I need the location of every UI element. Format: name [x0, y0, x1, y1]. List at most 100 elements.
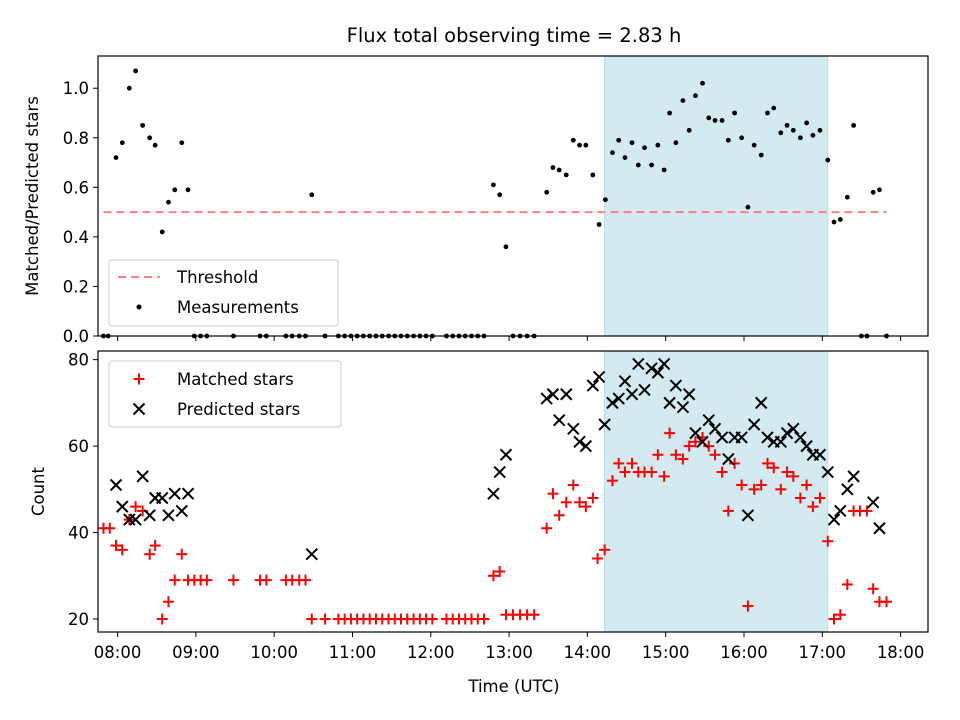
- matched-stars-point: [709, 449, 721, 461]
- measurement-point: [719, 118, 725, 123]
- matched-stars-point: [619, 466, 631, 478]
- bottom-x-ticks: 08:00 09:00 10:00 11:00 12:00 13:00 14:00 15:00…: [94, 632, 924, 662]
- predicted-stars-point: [156, 491, 169, 505]
- x-tick-label: 11:00: [329, 643, 377, 662]
- measurement-point: [778, 130, 784, 136]
- x-marker-b: [156, 491, 169, 505]
- x-marker-b: [598, 418, 611, 431]
- x-marker-b: [143, 509, 156, 522]
- top-legend-box: [108, 259, 339, 327]
- x-marker-b: [540, 392, 553, 405]
- matched-stars-point: [748, 483, 760, 495]
- y-tick-label: 0.6: [63, 178, 89, 197]
- predicted-stars-point: [657, 357, 671, 371]
- matched-stars-point: [814, 492, 826, 504]
- measurement-point: [159, 229, 165, 235]
- predicted-stars-point: [175, 504, 188, 518]
- x-marker-b: [579, 439, 593, 453]
- measurement-point: [680, 98, 686, 104]
- matched-stars-point: [426, 613, 438, 625]
- top-x-ticks: [117, 336, 902, 341]
- matched-stars-point: [110, 540, 122, 552]
- x-marker-b: [546, 388, 560, 401]
- x-marker-b: [696, 435, 709, 448]
- measurement-point: [602, 197, 608, 203]
- predicted-stars-point: [708, 422, 722, 436]
- matched-stars-point: [755, 479, 767, 491]
- x-marker-b: [592, 370, 606, 384]
- matched-stars-point: [729, 457, 741, 469]
- legend-predicted-swatch: [132, 402, 146, 416]
- predicted-stars-point: [493, 465, 506, 479]
- matched-stars-point: [144, 548, 156, 560]
- x-marker-b: [794, 431, 807, 444]
- predicted-stars-point: [606, 396, 619, 410]
- matched-stars-point: [541, 522, 553, 534]
- x-marker-b: [715, 431, 729, 444]
- measurement-point: [583, 142, 589, 148]
- legend-predicted-label: Predicted stars: [177, 400, 300, 419]
- observing-window-span: [604, 350, 829, 633]
- predicted-stars-point: [663, 396, 676, 410]
- measurement-point: [172, 187, 178, 193]
- measurement-point: [133, 68, 138, 74]
- x-marker-b: [689, 426, 702, 440]
- matched-stars-point: [841, 578, 853, 590]
- predicted-stars-point: [129, 513, 142, 526]
- x-marker-b: [663, 396, 676, 410]
- measurement-point: [152, 142, 158, 148]
- measurement-point: [837, 217, 843, 222]
- measurement-point: [706, 115, 712, 121]
- legend-matched-swatch: [133, 373, 145, 385]
- matched-stars-point: [487, 570, 499, 582]
- bottom-legend-box: [108, 360, 342, 428]
- measurement-point: [629, 140, 635, 146]
- x-marker-b: [638, 383, 651, 397]
- x-marker-b: [618, 375, 632, 388]
- predicted-stars-point: [821, 465, 834, 479]
- measurement-point: [635, 162, 641, 168]
- matched-stars-point: [703, 440, 715, 452]
- x-marker-b: [787, 422, 800, 436]
- predicted-stars-point: [747, 418, 761, 431]
- x-marker-b: [761, 431, 774, 444]
- predicted-stars-point: [181, 487, 195, 500]
- measurement-point: [700, 80, 705, 86]
- x-marker-b: [552, 413, 566, 427]
- x-marker-b: [162, 509, 175, 522]
- top-axes-frame: [97, 55, 929, 337]
- legend-measurements-swatch: [136, 304, 142, 310]
- matched-stars-point: [775, 483, 787, 495]
- predicted-stars-point: [560, 388, 573, 401]
- legend-measurements-label: Measurements: [177, 298, 299, 317]
- matched-stars-point: [104, 522, 116, 534]
- predicted-stars-point: [546, 388, 560, 401]
- x-marker-b: [499, 448, 513, 461]
- matched-stars-point: [716, 466, 728, 478]
- measurement-point: [179, 140, 185, 146]
- measurement-point: [810, 132, 816, 138]
- predicted-stars-point: [625, 388, 639, 401]
- predicted-stars-point: [813, 448, 827, 461]
- x-marker-b: [181, 487, 195, 500]
- measurement-point: [140, 122, 146, 128]
- matched-stars-point: [652, 449, 664, 461]
- predicted-stars-point: [669, 379, 683, 392]
- measurement-point: [765, 110, 770, 116]
- measurement-point: [119, 140, 125, 146]
- predicted-stars-point: [800, 439, 813, 453]
- predicted-stars-point: [305, 547, 318, 561]
- y-tick-label: 0.2: [63, 277, 89, 296]
- observing-window-span: [604, 55, 829, 337]
- measurement-point: [309, 192, 315, 198]
- x-marker-b: [612, 392, 625, 405]
- matched-stars-point: [677, 453, 689, 465]
- x-tick-label: 08:00: [94, 643, 142, 662]
- measurement-point: [570, 137, 576, 143]
- measurement-point: [693, 93, 698, 99]
- measurement-point: [877, 187, 882, 193]
- matched-stars-point: [227, 574, 239, 586]
- predicted-stars-point: [676, 400, 690, 414]
- predicted-stars-point: [682, 388, 696, 401]
